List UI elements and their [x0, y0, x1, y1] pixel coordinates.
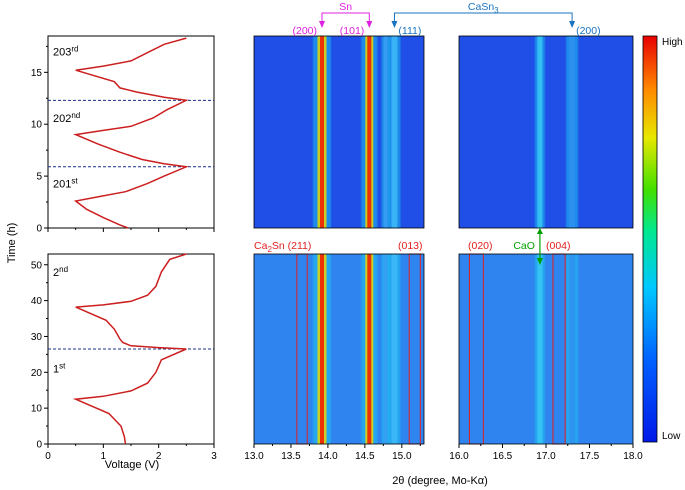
ca2sn-peak-label: (020)	[468, 240, 493, 252]
voltage-axis-label: Voltage (V)	[105, 459, 159, 471]
cycle-label: 1st	[53, 362, 66, 376]
y-tick-label: 40	[31, 296, 43, 307]
sn-peak-label: (200)	[292, 25, 317, 37]
x-tick-label: 1	[101, 451, 107, 462]
y-tick-label: 50	[31, 260, 43, 271]
x-tick-label: 14.0	[318, 451, 338, 462]
cao-arrow-down	[536, 258, 543, 265]
heatmap-peak-core	[367, 36, 372, 228]
y-tick-label: 0	[36, 224, 42, 235]
voltage-panel-bottom: 0 10 20 30 40 50 0 1 2 3 2nd 1st	[31, 253, 217, 462]
xrd-heatmaps: 13.0 13.5 14.0 14.5 15.0 16.0 16.5 17.0 17.5 18.0	[244, 35, 643, 462]
y-tick-label: 15	[31, 68, 43, 79]
heatmap-peak-band	[383, 254, 388, 444]
casn3-peak-label: (200)	[576, 25, 601, 37]
sn-arrow	[366, 21, 373, 28]
y-tick-label: 0	[36, 440, 42, 451]
x-tick-label: 15.0	[392, 451, 412, 462]
x-tick-label: 16.5	[493, 451, 513, 462]
two-theta-axis-label: 2θ (degree, Mo-Kα)	[392, 475, 488, 487]
x-tick-label: 18.0	[623, 451, 643, 462]
plot-frame	[47, 35, 215, 229]
cycle-label: 202nd	[53, 111, 80, 125]
x-tick-label: 14.5	[355, 451, 375, 462]
sn-bracket	[321, 12, 370, 21]
sn-peak-label: (101)	[340, 25, 365, 37]
cycle-label: 201st	[53, 176, 78, 190]
ca2sn-label: Ca2Sn (211)	[254, 240, 311, 254]
y-tick-label: 10	[31, 120, 43, 131]
colorbar-high-label: High	[662, 37, 683, 48]
voltage-curve	[72, 253, 187, 445]
peak-annotations: Sn (200) (101) CaSn3 (111) (200) Ca2Sn (211) (0…	[254, 1, 601, 265]
casn3-bracket	[393, 12, 573, 21]
cao-arrow-up	[536, 228, 543, 234]
heatmap-peak-band	[383, 36, 388, 228]
voltage-curve	[72, 37, 190, 229]
x-tick-label: 2	[156, 451, 162, 462]
colorbar-gradient	[642, 35, 658, 443]
heatmap-background	[459, 36, 633, 228]
x-tick-label: 3	[211, 451, 217, 462]
x-tick-label: 13.5	[281, 451, 301, 462]
x-tick-label: 0	[45, 451, 51, 462]
cycle-label: 203rd	[53, 45, 78, 59]
sn-label: Sn	[339, 1, 352, 13]
heatmap-peak-band	[391, 254, 398, 444]
x-tick-label: 16.0	[449, 451, 469, 462]
heatmap-peak-band	[569, 36, 576, 228]
heatmap-frame	[253, 35, 425, 229]
y-tick-label: 10	[31, 404, 43, 415]
colorbar-low-label: Low	[662, 431, 681, 442]
heatmap-peak-band	[391, 36, 398, 228]
voltage-panel-top: 0 5 10 15 203rd 202nd 201st	[31, 35, 215, 235]
heatmap-peak-core	[320, 254, 324, 444]
heatmap-frame	[458, 35, 634, 229]
x-tick-label: 17.5	[580, 451, 600, 462]
heatmap-frame	[253, 253, 425, 445]
heatmap-peak-band	[537, 36, 543, 228]
colorbar: High Low	[642, 35, 683, 443]
cao-label: CaO	[513, 240, 535, 252]
casn3-peak-label: (111)	[398, 25, 421, 37]
y-tick-label: 5	[36, 172, 42, 183]
y-tick-label: 20	[31, 368, 43, 379]
heatmap-noise	[459, 254, 633, 444]
casn3-arrow	[391, 21, 398, 28]
heatmap-peak-band	[569, 254, 576, 444]
casn3-label: CaSn3	[468, 1, 499, 15]
casn3-arrow	[569, 21, 576, 28]
heatmap-background	[459, 254, 633, 444]
time-axis-label: Time (h)	[6, 223, 18, 264]
ca2sn-peak-label: (004)	[546, 240, 571, 252]
x-tick-label: 17.0	[536, 451, 556, 462]
x-tick-label: 13.0	[244, 451, 264, 462]
ca2sn-peak-label: (013)	[398, 240, 423, 252]
sn-arrow	[319, 21, 325, 28]
y-tick-label: 30	[31, 332, 43, 343]
heatmap-peak-core	[367, 254, 372, 444]
heatmap-peak-core	[320, 36, 324, 228]
cycle-label: 2nd	[53, 265, 68, 279]
heatmap-peak-band	[537, 254, 543, 444]
